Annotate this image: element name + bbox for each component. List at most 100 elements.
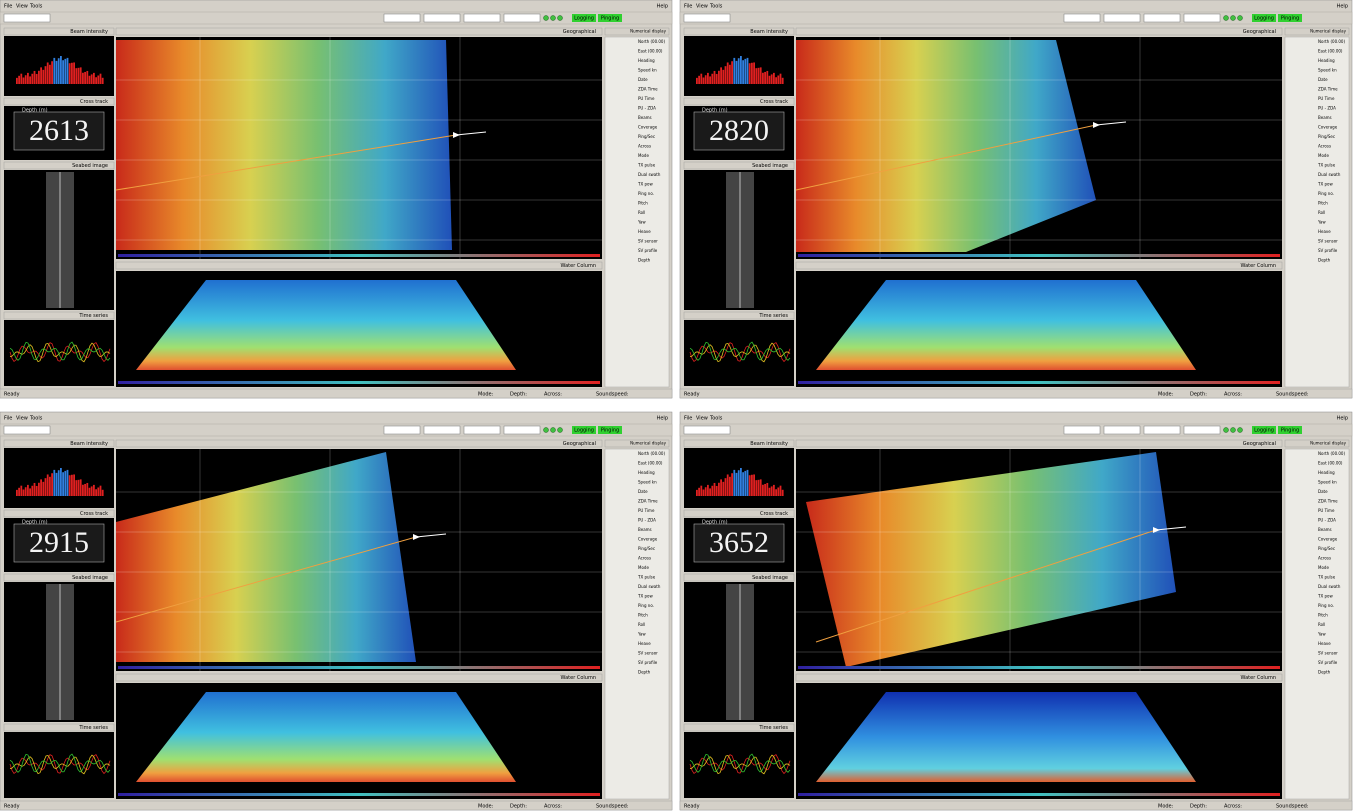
intensity-bar <box>782 490 784 496</box>
intensity-bar <box>86 71 88 84</box>
dropdown[interactable] <box>4 14 50 22</box>
panel-title[interactable]: Water Column <box>560 263 596 269</box>
intensity-bar <box>749 475 751 496</box>
app-window: FileViewToolsHelpLoggingPingingBeam inte… <box>0 412 672 810</box>
dropdown[interactable] <box>4 426 50 434</box>
panel-title[interactable]: Geographical <box>1243 441 1276 447</box>
intensity-bar <box>38 71 40 84</box>
combo-box[interactable] <box>384 14 420 22</box>
combo-box[interactable] <box>1064 426 1100 434</box>
intensity-bar <box>78 480 80 496</box>
combo-box[interactable] <box>1184 426 1220 434</box>
menu-view[interactable]: View <box>696 416 708 422</box>
numerical-label: Heading <box>638 470 655 475</box>
water-scale <box>798 381 1280 384</box>
panel-title[interactable]: Numerical display <box>1310 441 1347 446</box>
menu-tools[interactable]: Tools <box>709 416 723 422</box>
combo-box[interactable] <box>424 426 460 434</box>
menu-file[interactable]: File <box>684 416 692 422</box>
combo-box[interactable] <box>504 14 540 22</box>
menu-file[interactable]: File <box>4 4 12 10</box>
menu-file[interactable]: File <box>4 416 12 422</box>
panel-title[interactable]: Seabed image <box>752 163 788 169</box>
menu-help[interactable]: Help <box>657 4 668 10</box>
panel-title[interactable]: Geographical <box>563 29 596 35</box>
intensity-bar <box>769 76 771 84</box>
panel-title[interactable]: Cross track <box>80 99 108 105</box>
panel-title[interactable]: Water Column <box>1240 675 1276 681</box>
status-bar <box>680 801 1352 810</box>
combo-box[interactable] <box>464 426 500 434</box>
menu-view[interactable]: View <box>16 4 28 10</box>
combo-box[interactable] <box>1104 426 1140 434</box>
intensity-bar <box>736 473 738 496</box>
intensity-bar <box>771 486 773 496</box>
panel-title[interactable]: Time series <box>78 725 108 731</box>
numerical-label: SV sensor <box>1318 651 1338 656</box>
combo-box[interactable] <box>1144 14 1180 22</box>
panel-title[interactable]: Beam intensity <box>70 441 108 447</box>
combo-box[interactable] <box>504 426 540 434</box>
status-bar <box>680 389 1352 398</box>
menu-help[interactable]: Help <box>657 416 668 422</box>
menu-help[interactable]: Help <box>1337 416 1348 422</box>
combo-box[interactable] <box>464 14 500 22</box>
numerical-label: North (00.00) <box>638 451 665 456</box>
intensity-bar <box>29 488 31 496</box>
intensity-bar <box>93 73 95 84</box>
intensity-bar <box>62 60 64 84</box>
depth-display: 2915 <box>29 526 89 559</box>
intensity-bar <box>716 74 718 84</box>
status-light <box>1231 428 1236 433</box>
combo-box[interactable] <box>1184 14 1220 22</box>
numerical-label: Ping/Sec <box>638 546 655 551</box>
dropdown[interactable] <box>684 426 730 434</box>
panel-title[interactable]: Time series <box>78 313 108 319</box>
status-soundspeed: Soundspeed: <box>1276 804 1309 810</box>
intensity-bar <box>716 486 718 496</box>
intensity-bar <box>703 77 705 84</box>
panel-title[interactable]: Time series <box>758 725 788 731</box>
panel-title[interactable]: Geographical <box>1243 29 1276 35</box>
combo-box[interactable] <box>1144 426 1180 434</box>
panel-title[interactable]: Cross track <box>80 511 108 517</box>
numerical-label: Yaw <box>637 220 646 225</box>
intensity-bar <box>709 488 711 496</box>
menu-file[interactable]: File <box>684 4 692 10</box>
numerical-label: Dual swath <box>1318 584 1341 589</box>
panel-title[interactable]: Beam intensity <box>70 29 108 35</box>
dropdown[interactable] <box>684 14 730 22</box>
panel-title[interactable]: Seabed image <box>72 575 108 581</box>
panel-title[interactable]: Time series <box>758 313 788 319</box>
combo-box[interactable] <box>424 14 460 22</box>
menu-help[interactable]: Help <box>1337 4 1348 10</box>
intensity-bar <box>760 479 762 496</box>
panel-title[interactable]: Numerical display <box>630 441 667 446</box>
menu-tools[interactable]: Tools <box>29 4 43 10</box>
numerical-body <box>605 37 669 387</box>
panel-title[interactable]: Beam intensity <box>750 441 788 447</box>
combo-box[interactable] <box>1104 14 1140 22</box>
panel-title[interactable]: Seabed image <box>752 575 788 581</box>
panel-title[interactable]: Beam intensity <box>750 29 788 35</box>
panel-title[interactable]: Geographical <box>563 441 596 447</box>
numerical-label: North (00.00) <box>1318 39 1345 44</box>
numerical-label: SV profile <box>638 660 658 665</box>
menu-view[interactable]: View <box>16 416 28 422</box>
panel-title[interactable]: Numerical display <box>630 29 667 34</box>
panel-title[interactable]: Seabed image <box>72 163 108 169</box>
intensity-bar <box>47 474 49 496</box>
combo-box[interactable] <box>384 426 420 434</box>
panel-title[interactable]: Cross track <box>760 511 788 517</box>
numerical-label: Pitch <box>1318 613 1328 618</box>
numerical-label: Across <box>638 144 651 149</box>
menu-tools[interactable]: Tools <box>709 4 723 10</box>
panel-title[interactable]: Water Column <box>560 675 596 681</box>
menu-tools[interactable]: Tools <box>29 416 43 422</box>
menu-view[interactable]: View <box>696 4 708 10</box>
panel-title[interactable]: Cross track <box>760 99 788 105</box>
panel-title[interactable]: Numerical display <box>1310 29 1347 34</box>
intensity-bar <box>738 58 740 84</box>
combo-box[interactable] <box>1064 14 1100 22</box>
panel-title[interactable]: Water Column <box>1240 263 1276 269</box>
